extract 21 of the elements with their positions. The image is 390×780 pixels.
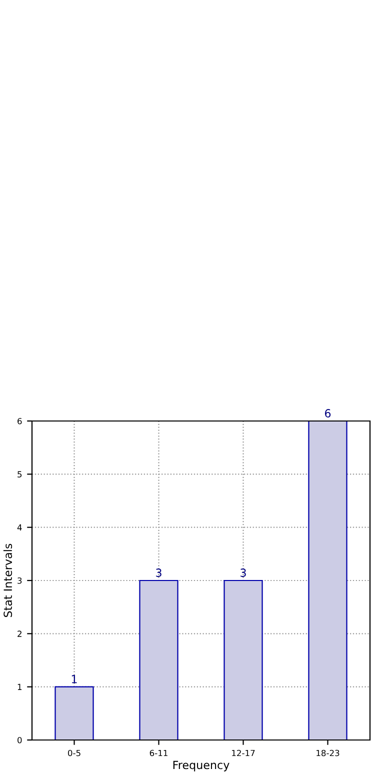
x-tick-label: 6-11 [150,750,168,756]
data-label: 3 [156,568,162,577]
bar [308,421,348,740]
y-tick-label: 3 [18,577,22,584]
y-tick-label: 2 [18,630,22,637]
data-label: 1 [72,675,77,684]
y-tick-label: 6 [18,418,22,424]
x-tick-label: 12-17 [232,750,255,756]
data-label: 3 [240,568,246,577]
bar [54,686,94,740]
y-tick-label: 0 [18,736,22,744]
bar [224,580,263,740]
data-label: 6 [324,409,331,418]
x-tick-label: 18-23 [316,750,340,756]
bar [139,580,178,740]
x-tick-label: 0-5 [68,750,80,756]
y-tick-label: 1 [18,684,22,690]
y-tick-label: 4 [17,524,22,530]
y-tick-label: 5 [18,471,22,478]
y-axis-title: Stat Intervals [3,544,12,617]
x-axis-title: Frequency [173,760,230,772]
